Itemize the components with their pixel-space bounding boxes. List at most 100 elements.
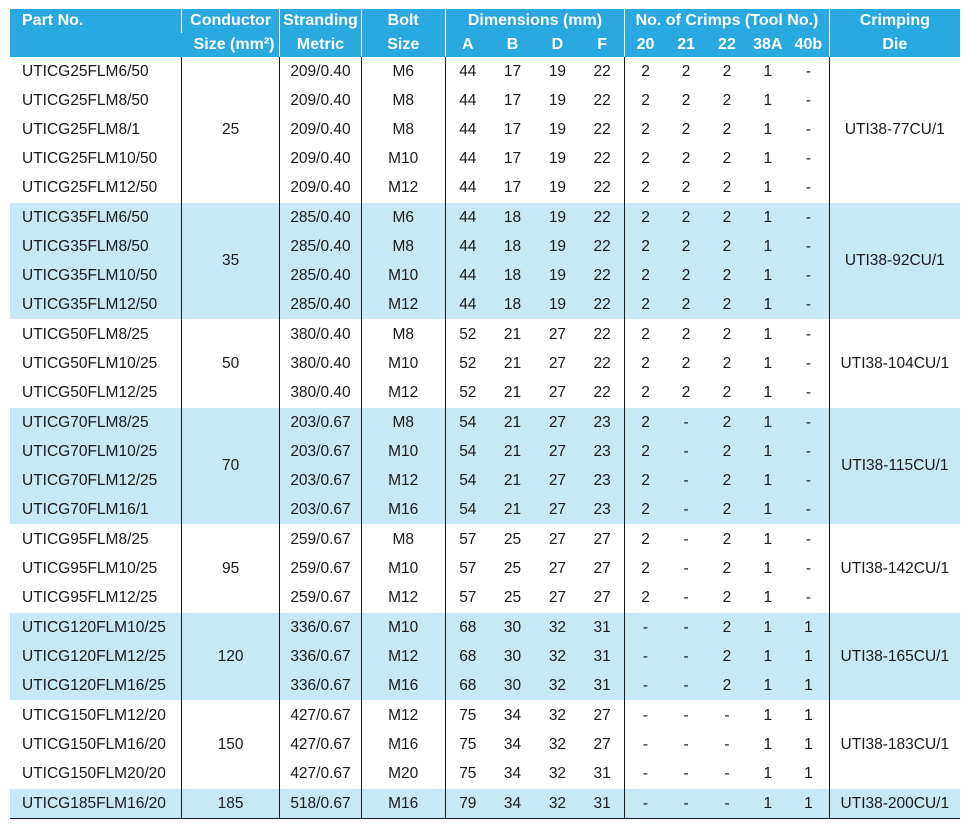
dim-f-cell: 27 — [593, 559, 611, 577]
crimps-40b-cell: - — [805, 354, 811, 372]
dim-f-cell: 22 — [593, 383, 611, 401]
conductor-size-cell: 150 — [181, 700, 280, 789]
conductor-size-cell: 70 — [181, 407, 280, 525]
dim-d-cell: 27 — [534, 437, 580, 466]
crimps-40b-cell: - — [788, 524, 830, 554]
table-row: UTICG150FLM20/20 427/0.67 M20 75 34 32 31- - -1 1 — [10, 759, 960, 789]
header-metric: Metric — [279, 33, 362, 57]
dim-b-cell: 21 — [490, 407, 535, 437]
dim-d-cell: 27 — [534, 319, 580, 349]
dim-a-cell: 44 — [444, 261, 491, 290]
crimps-21-cell: 2 — [681, 178, 691, 196]
dim-d-cell: 19 — [548, 91, 567, 109]
table-row: UTICG95FLM12/25 259/0.67 M12 57 25 27 27 2-2 1- — [10, 583, 960, 613]
bolt-size-cell: M10 — [360, 349, 446, 378]
crimps-22-cell: - — [724, 735, 730, 753]
crimps-20-cell: - — [624, 730, 666, 759]
table-row: UTICG50FLM10/25 380/0.40 M10 52 21 27 22 2 2 2 1- — [10, 349, 960, 378]
dim-d-cell: 32 — [534, 642, 580, 671]
crimps-21-cell: 2 — [665, 232, 707, 261]
dim-a-cell: 75 — [444, 759, 491, 789]
crimps-21-cell: 2 — [665, 261, 707, 290]
crimps-20-cell: 2 — [624, 202, 666, 232]
header-crimping: Crimping — [828, 9, 960, 33]
conductor-size-cell: 185 — [181, 788, 280, 819]
crimps-38a-cell: 1 — [747, 495, 789, 525]
bolt-size-cell: M12 — [360, 642, 446, 671]
bolt-size-cell: M10 — [360, 144, 446, 173]
stranding-cell: 427/0.67 — [279, 700, 362, 730]
crimps-40b-cell: - — [788, 407, 830, 437]
part-number-cell: UTICG95FLM10/25 — [22, 559, 158, 577]
crimps-20-cell: - — [624, 788, 666, 819]
crimps-22-cell: 2 — [706, 407, 748, 437]
bolt-size-cell: M12 — [360, 700, 446, 730]
dim-f-cell: 31 — [593, 764, 611, 782]
bolt-size-cell: M12 — [360, 290, 446, 320]
crimps-22-cell: 2 — [722, 383, 732, 401]
crimps-38a-cell: 1 — [747, 319, 789, 349]
dim-f-cell: 31 — [579, 788, 625, 819]
crimps-20-cell: 2 — [624, 349, 666, 378]
crimps-20-cell: - — [624, 700, 666, 730]
table-row: UTICG35FLM12/50 285/0.40 M12 44 18 19 22 2 2 2 1- — [10, 290, 960, 320]
table-row: UTICG150FLM12/20 150 427/0.67 M12 75 34 32 27- -… — [10, 700, 960, 789]
crimps-20-cell: 2 — [624, 495, 666, 525]
crimps-22-cell: 2 — [722, 149, 732, 167]
dim-b-cell: 30 — [490, 671, 535, 701]
crimps-21-cell: 2 — [681, 120, 691, 138]
dim-b-cell: 21 — [490, 466, 535, 495]
bolt-size-cell: M12 — [360, 378, 446, 408]
part-number-cell: UTICG95FLM12/25 — [22, 588, 158, 606]
crimps-40b-cell: 1 — [788, 612, 830, 642]
stranding-cell: 427/0.67 — [279, 759, 362, 789]
crimps-38a-cell: 1 — [763, 91, 773, 109]
part-number-cell: UTICG25FLM12/50 — [22, 178, 158, 196]
crimps-20-cell: 2 — [624, 466, 666, 495]
crimps-22-cell: 2 — [706, 612, 748, 642]
dim-f-cell: 22 — [579, 232, 625, 261]
dim-a-cell: 44 — [444, 86, 491, 115]
bolt-size-cell: M6 — [360, 202, 446, 232]
crimps-22-cell: 2 — [706, 642, 748, 671]
header-tool-40b: 40b — [788, 33, 830, 57]
header-tool-22: 22 — [706, 33, 748, 57]
dim-d-cell: 19 — [548, 62, 567, 80]
crimping-die-cell: UTI38-165CU/1 — [828, 612, 960, 701]
dim-a-cell: 52 — [444, 378, 491, 408]
stranding-cell: 285/0.40 — [279, 232, 362, 261]
crimps-38a-cell: 1 — [763, 120, 773, 138]
part-number-cell: UTICG95FLM8/25 — [10, 524, 182, 554]
crimps-21-cell: - — [665, 788, 707, 819]
table-row: UTICG35FLM10/50 285/0.40 M10 44 18 19 22 2 2 2 1- — [10, 261, 960, 290]
header-bolt-size: Size — [360, 33, 446, 57]
crimps-20-cell: 2 — [624, 173, 666, 203]
dim-a-cell: 57 — [444, 583, 491, 613]
crimps-38a-cell: 1 — [747, 671, 789, 701]
dim-b-cell: 25 — [503, 588, 522, 606]
dim-f-cell: 22 — [579, 202, 625, 232]
crimping-die-cell: UTI38-183CU/1 — [828, 700, 960, 789]
dim-f-cell: 27 — [593, 588, 611, 606]
crimps-40b-cell: - — [788, 232, 830, 261]
part-number-cell: UTICG120FLM12/25 — [10, 642, 182, 671]
crimps-20-cell: 2 — [624, 232, 666, 261]
dim-d-cell: 27 — [534, 466, 580, 495]
table-row: UTICG120FLM10/25 120 336/0.67 M10 68 30 32 31- -… — [10, 612, 960, 701]
part-number-cell: UTICG50FLM10/25 — [22, 354, 158, 372]
stranding-cell: 380/0.40 — [279, 349, 362, 378]
dim-d-cell: 32 — [534, 788, 580, 819]
crimps-21-cell: - — [665, 612, 707, 642]
dim-d-cell: 19 — [534, 232, 580, 261]
table-row: UTICG50FLM12/25 380/0.40 M12 52 21 27 22 2 2 2 1- — [10, 378, 960, 408]
table-row: UTICG25FLM12/50 209/0.40 M12 44 17 19 22 2 2 2 1- — [10, 173, 960, 203]
crimps-40b-cell: - — [805, 178, 811, 196]
dim-b-cell: 17 — [503, 149, 522, 167]
crimps-38a-cell: 1 — [763, 383, 773, 401]
dim-a-cell: 57 — [444, 554, 491, 583]
stranding-cell: 427/0.67 — [279, 730, 362, 759]
crimps-38a-cell: 1 — [747, 612, 789, 642]
crimps-21-cell: - — [665, 466, 707, 495]
dim-d-cell: 32 — [534, 612, 580, 642]
crimps-21-cell: - — [665, 495, 707, 525]
